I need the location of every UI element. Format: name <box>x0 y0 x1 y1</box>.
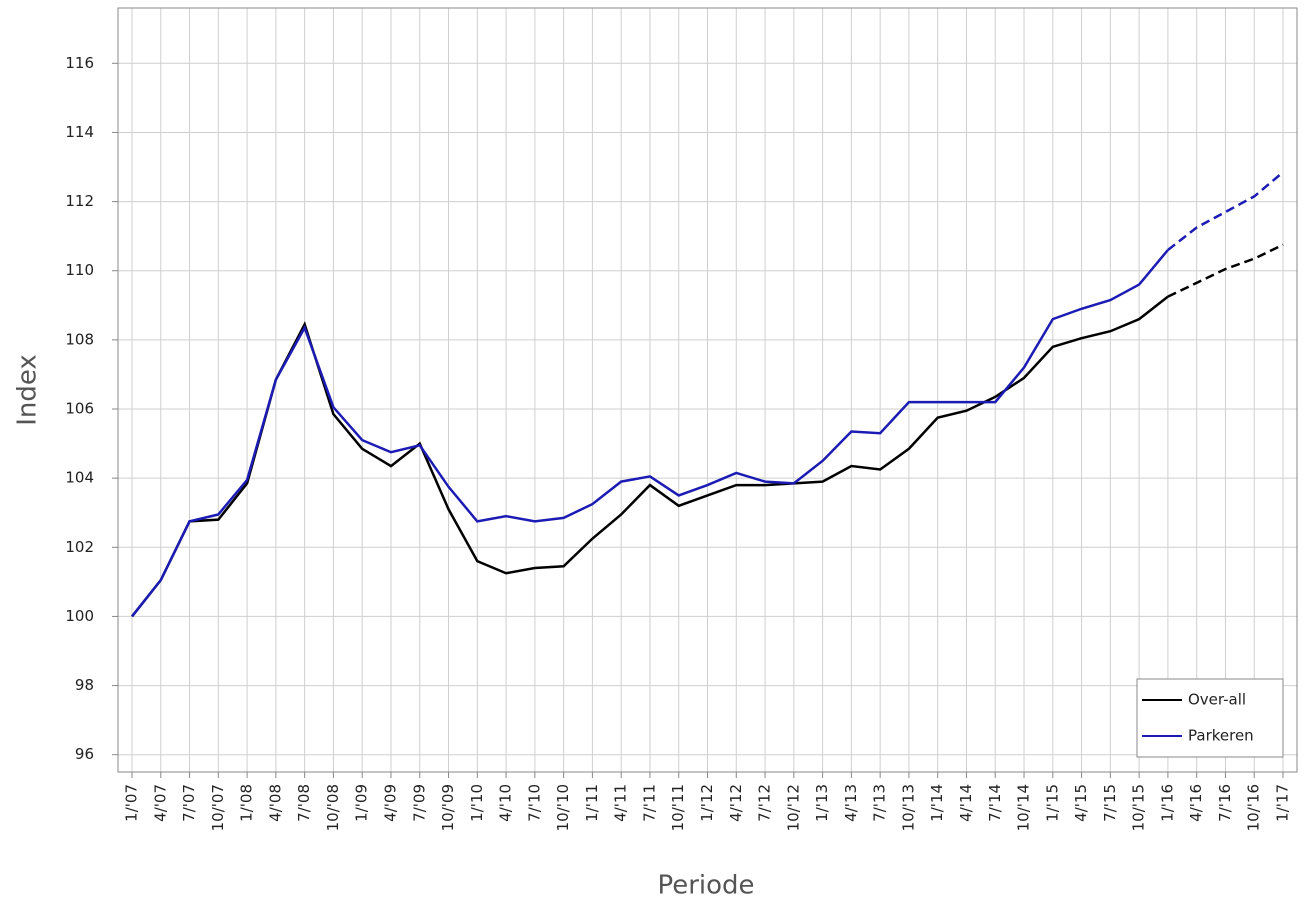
x-tick-label: 7/'07 <box>180 784 198 822</box>
x-tick-label: 7/'10 <box>525 784 543 822</box>
x-tick-label: 10/'16 <box>1245 784 1263 831</box>
y-tick-label: 110 <box>65 261 94 279</box>
x-tick-label: 1/'08 <box>238 784 256 822</box>
x-tick-label: 10/'08 <box>324 784 342 831</box>
x-tick-label: 1/'17 <box>1274 784 1292 822</box>
x-tick-label: 4/'08 <box>266 784 284 822</box>
legend-box <box>1136 678 1284 758</box>
y-tick-label: 106 <box>65 400 94 418</box>
x-axis-title: Periode <box>657 871 754 901</box>
series-line <box>1167 243 1284 298</box>
x-tick-label: 1/'10 <box>468 784 486 822</box>
x-tick-label: 10/'09 <box>439 784 457 831</box>
x-tick-label: 10/'13 <box>899 784 917 831</box>
x-tick-label: 1/'13 <box>813 784 831 822</box>
y-tick-label: 98 <box>75 676 94 694</box>
y-tick-label: 100 <box>65 607 94 625</box>
x-tick-label: 4/'11 <box>612 784 630 822</box>
x-tick-label: 4/'10 <box>497 784 515 822</box>
x-tick-label: 1/'07 <box>123 784 141 822</box>
x-tick-label: 10/'12 <box>784 784 802 831</box>
legend-label: Over-all <box>1188 691 1246 709</box>
x-tick-label: 1/'15 <box>1043 784 1061 822</box>
x-tick-label: 1/'16 <box>1158 784 1176 822</box>
x-tick-label: 1/'09 <box>353 784 371 822</box>
x-tick-label: 4/'15 <box>1072 784 1090 822</box>
series-line <box>1167 171 1284 251</box>
x-tick-label: 1/'11 <box>583 784 601 822</box>
x-tick-label: 4/'07 <box>151 784 169 822</box>
x-tick-label: 10/'15 <box>1130 784 1148 831</box>
x-tick-label: 7/'13 <box>871 784 889 822</box>
x-tick-label: 4/'13 <box>842 784 860 822</box>
y-tick-label: 116 <box>65 54 94 72</box>
x-tick-label: 7/'16 <box>1216 784 1234 822</box>
y-tick-label: 108 <box>65 330 94 348</box>
x-tick-label: 4/'09 <box>381 784 399 822</box>
x-tick-label: 10/'10 <box>554 784 572 831</box>
x-tick-label: 10/'07 <box>209 784 227 831</box>
y-tick-label: 102 <box>65 538 94 556</box>
x-tick-label: 4/'12 <box>727 784 745 822</box>
grid <box>118 8 1297 772</box>
y-tick-label: 112 <box>65 192 94 210</box>
x-tick-label: 7/'09 <box>410 784 428 822</box>
y-tick-label: 96 <box>75 745 94 763</box>
x-tick-label: 7/'15 <box>1101 784 1119 822</box>
series-line <box>131 249 1169 618</box>
x-tick-label: 7/'08 <box>295 784 313 822</box>
x-tick-label: 7/'14 <box>986 784 1004 822</box>
x-tick-label: 10/'11 <box>669 784 687 831</box>
series-line <box>131 295 1169 618</box>
x-tick-label: 10/'14 <box>1015 784 1033 831</box>
x-tick-label: 7/'11 <box>640 784 658 822</box>
x-tick-label: 1/'12 <box>698 784 716 822</box>
x-tick-label: 4/'14 <box>957 784 975 822</box>
y-tick-label: 114 <box>65 123 94 141</box>
y-tick-label: 104 <box>65 469 94 487</box>
x-tick-label: 4/'16 <box>1187 784 1205 822</box>
y-axis-title: Index <box>13 354 43 426</box>
x-tick-label: 7/'12 <box>756 784 774 822</box>
legend-label: Parkeren <box>1188 727 1254 745</box>
x-tick-label: 1/'14 <box>928 784 946 822</box>
